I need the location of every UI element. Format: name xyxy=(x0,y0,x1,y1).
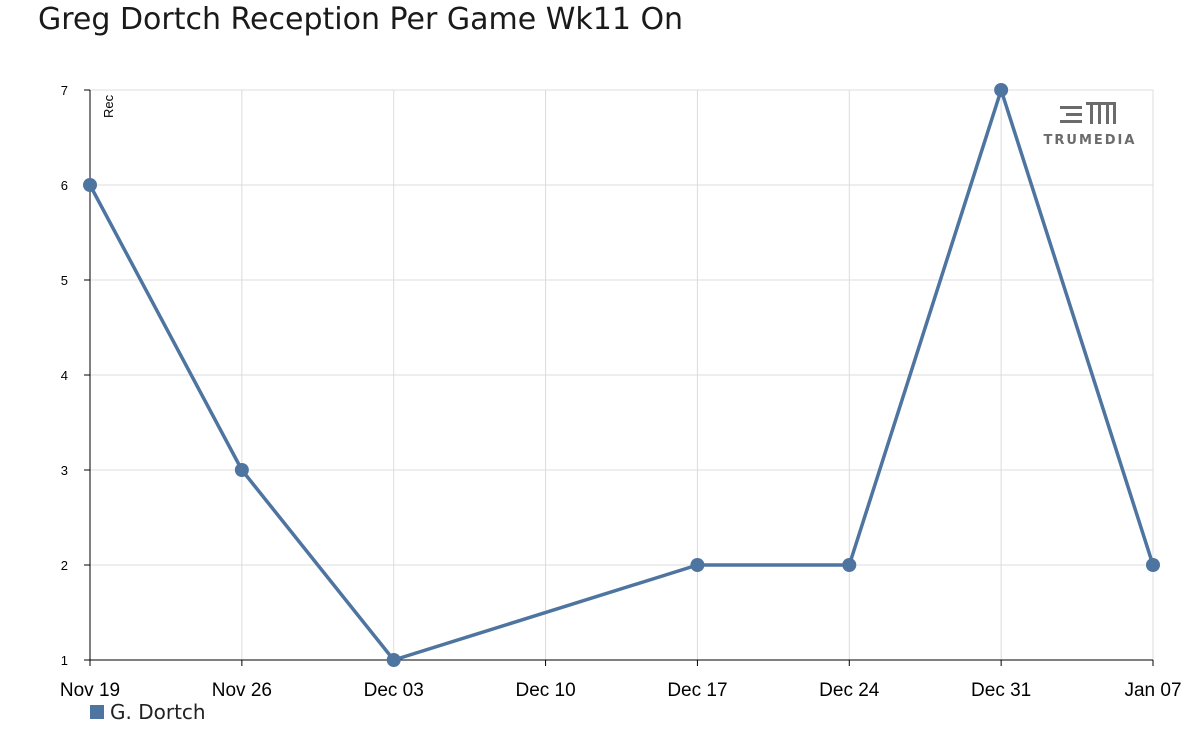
y-tick-label: 7 xyxy=(61,83,68,98)
y-tick-label: 4 xyxy=(61,368,68,383)
data-point xyxy=(994,83,1009,97)
grid xyxy=(89,89,1154,661)
x-tick-label: Dec 10 xyxy=(515,680,575,701)
data-point xyxy=(386,653,401,667)
trumedia-logo: TRUMEDIA xyxy=(1040,100,1140,148)
legend-swatch xyxy=(90,705,104,719)
x-tick-label: Dec 17 xyxy=(667,680,727,701)
y-axis-label: Rec xyxy=(101,94,116,118)
y-tick-label: 1 xyxy=(61,653,68,668)
data-point xyxy=(690,558,705,572)
legend: G. Dortch xyxy=(90,700,206,724)
data-point xyxy=(842,558,857,572)
x-tick-label: Nov 19 xyxy=(60,680,120,701)
series-layer xyxy=(83,83,1160,667)
data-point xyxy=(234,463,249,477)
logo-text: TRUMEDIA xyxy=(1043,133,1137,148)
x-tick-label: Dec 24 xyxy=(819,680,880,701)
legend-label: G. Dortch xyxy=(110,700,206,724)
x-tick-label: Dec 03 xyxy=(364,680,424,701)
data-point xyxy=(83,178,97,192)
y-axis-ticks: 1 2 3 4 5 6 7 xyxy=(61,83,90,668)
y-tick-label: 2 xyxy=(61,558,68,573)
y-tick-label: 5 xyxy=(61,273,68,288)
chart-title: Greg Dortch Reception Per Game Wk11 On xyxy=(38,2,684,37)
y-tick-label: 3 xyxy=(61,463,68,478)
y-tick-label: 6 xyxy=(61,178,68,193)
x-tick-label: Jan 07 xyxy=(1124,680,1181,701)
trumedia-logo-icon xyxy=(1060,102,1116,124)
x-axis-ticks: Nov 19 Nov 26 Dec 03 Dec 10 Dec 17 Dec 24 Dec … xyxy=(60,660,1182,701)
x-tick-label: Nov 26 xyxy=(212,680,272,701)
data-point xyxy=(1146,558,1160,572)
x-tick-label: Dec 31 xyxy=(971,680,1031,701)
